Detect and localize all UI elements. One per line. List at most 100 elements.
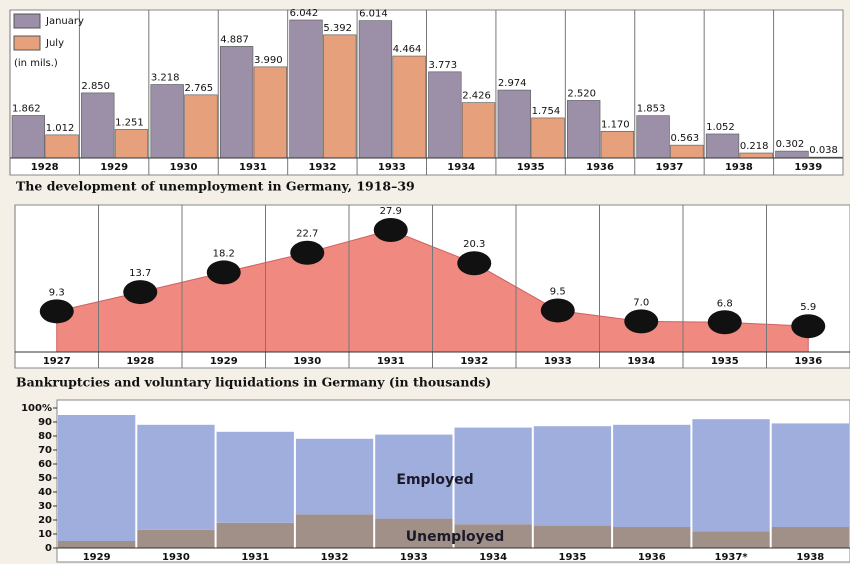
- x-tick-label: 1932: [308, 162, 336, 173]
- x-tick-label: 1936: [586, 162, 614, 173]
- y-tick-label: 80: [38, 431, 52, 442]
- value-label: 3.218: [151, 73, 180, 84]
- chart-title: The development of unemployment in Germa…: [16, 179, 415, 194]
- bar: [392, 55, 426, 159]
- bar-segment: [533, 525, 612, 548]
- y-tick-label: 50: [38, 473, 52, 484]
- bar: [600, 130, 635, 159]
- bar-segment: [533, 426, 612, 526]
- bar-segment: [216, 431, 294, 523]
- bar: [531, 117, 565, 159]
- x-tick-label: 1931: [241, 552, 269, 563]
- value-label: 20.3: [463, 239, 485, 250]
- x-tick-label: 1932: [460, 356, 488, 367]
- value-label: 6.8: [717, 298, 733, 309]
- bar: [461, 102, 496, 159]
- legend-swatch: [13, 35, 41, 51]
- y-tick-label: 30: [38, 501, 52, 512]
- value-label: 2.426: [462, 91, 491, 102]
- bar-segment: [613, 527, 691, 548]
- bar-segment: [295, 514, 374, 548]
- bar-segment: [137, 529, 215, 548]
- value-label: 3.990: [254, 55, 283, 66]
- bar: [11, 115, 46, 159]
- dot: [457, 251, 492, 276]
- value-label: 1.862: [12, 103, 41, 114]
- bar: [775, 150, 809, 159]
- dot: [624, 309, 659, 334]
- legend-swatch: [13, 13, 41, 29]
- bar-segment: [137, 424, 215, 530]
- value-label: 1.853: [637, 104, 666, 115]
- y-tick-label: 40: [38, 487, 52, 498]
- bar: [253, 66, 287, 159]
- chart-title: Bankruptcies and voluntary liquidations …: [16, 375, 491, 390]
- x-tick-label: 1934: [479, 552, 507, 563]
- x-tick-label: 1939: [794, 162, 822, 173]
- x-tick-label: 1928: [126, 356, 154, 367]
- value-label: 27.9: [380, 206, 402, 217]
- x-tick-label: 1928: [31, 162, 59, 173]
- bar-segment: [295, 438, 374, 515]
- value-label: 22.7: [296, 229, 318, 240]
- bar: [81, 92, 115, 159]
- bar: [567, 100, 601, 159]
- y-tick-label: 10: [38, 529, 52, 540]
- value-label: 2.520: [567, 88, 596, 99]
- x-tick-label: 1936: [794, 356, 822, 367]
- bar: [114, 129, 149, 159]
- value-label: 5.392: [323, 23, 352, 34]
- value-label: 4.887: [220, 34, 249, 45]
- bar: [739, 152, 773, 159]
- dot: [39, 299, 74, 324]
- x-tick-label: 1937: [656, 162, 684, 173]
- value-label: 1.170: [601, 119, 630, 130]
- y-tick-label: 100%: [21, 403, 52, 414]
- bar-segment: [771, 423, 849, 527]
- x-tick-label: 1930: [293, 356, 321, 367]
- value-label: 6.042: [290, 8, 319, 19]
- value-label: 2.765: [185, 83, 214, 94]
- legend-label: January: [45, 16, 84, 27]
- bar-segment: [58, 415, 136, 541]
- bar-segment: [58, 541, 136, 548]
- value-label: 5.9: [800, 302, 816, 313]
- bar-segment: [692, 531, 770, 548]
- value-label: 7.0: [633, 297, 649, 308]
- value-label: 3.773: [429, 60, 458, 71]
- bar: [636, 115, 670, 159]
- bar-segment: [216, 522, 294, 548]
- y-tick-label: 90: [38, 417, 52, 428]
- bar: [705, 133, 740, 159]
- x-tick-label: 1933: [378, 162, 406, 173]
- series-label: Employed: [396, 472, 473, 488]
- x-tick-label: 1935: [559, 552, 587, 563]
- bar-segment: [375, 434, 453, 519]
- x-tick-label: 1927: [43, 356, 71, 367]
- dot: [791, 314, 826, 339]
- x-tick-label: 1933: [400, 552, 428, 563]
- bar: [358, 20, 393, 159]
- x-tick-label: 1934: [447, 162, 475, 173]
- bar-segment: [454, 524, 532, 548]
- x-tick-label: 1934: [627, 356, 655, 367]
- value-label: 1.052: [706, 122, 735, 133]
- bar-segment: [454, 427, 532, 525]
- value-label: 1.754: [532, 106, 561, 117]
- y-tick-label: 70: [38, 445, 52, 456]
- x-tick-label: 1933: [544, 356, 572, 367]
- value-label: 2.850: [81, 81, 110, 92]
- bar: [45, 134, 79, 159]
- unit-note: (in mils.): [14, 58, 58, 69]
- value-label: 6.014: [359, 9, 388, 20]
- x-tick-label: 1938: [796, 552, 824, 563]
- value-label: 0.218: [740, 141, 769, 152]
- dot: [123, 280, 158, 305]
- x-tick-label: 1931: [377, 356, 405, 367]
- value-label: 1.251: [115, 117, 144, 128]
- bar-segment: [692, 419, 770, 532]
- x-tick-label: 1929: [210, 356, 238, 367]
- value-label: 2.974: [498, 78, 527, 89]
- x-tick-label: 1936: [638, 552, 666, 563]
